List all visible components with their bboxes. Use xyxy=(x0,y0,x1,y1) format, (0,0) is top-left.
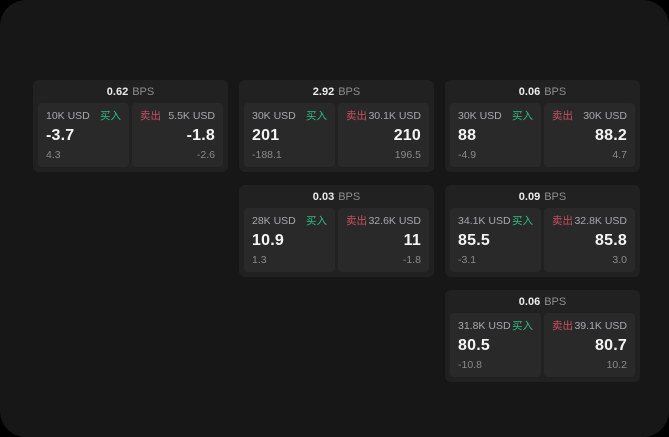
sell-tile[interactable]: 卖出 32.8K USD 85.8 3.0 xyxy=(544,208,635,272)
sell-price: 85.8 xyxy=(595,232,627,249)
sell-amount: 30.1K USD xyxy=(368,110,421,122)
bps-value: 0.03 xyxy=(312,190,335,203)
sell-delta: 4.7 xyxy=(612,149,627,161)
quote-tiles: 34.1K USD 买入 85.5 -3.1 卖出 32.8K USD 85.8… xyxy=(445,208,640,277)
buy-price: 80.5 xyxy=(458,337,490,354)
quote-card[interactable]: 2.92 BPS 30K USD 买入 201 -188.1 卖出 30.1K … xyxy=(239,80,434,172)
sell-price: -1.8 xyxy=(186,127,215,144)
buy-price: 88 xyxy=(458,127,477,144)
quote-card[interactable]: 0.03 BPS 28K USD 买入 10.9 1.3 卖出 32.6K US… xyxy=(239,185,434,277)
buy-amount: 10K USD xyxy=(46,110,90,122)
buy-delta: 4.3 xyxy=(46,149,61,161)
quote-tiles: 30K USD 买入 201 -188.1 卖出 30.1K USD 210 1… xyxy=(239,103,434,172)
quote-tiles: 10K USD 买入 -3.7 4.3 卖出 5.5K USD -1.8 -2.… xyxy=(33,103,228,172)
buy-delta: 1.3 xyxy=(252,254,267,266)
bps-value: 0.62 xyxy=(106,85,129,98)
sell-side-label: 卖出 xyxy=(346,215,367,227)
sell-amount: 39.1K USD xyxy=(574,320,627,332)
bps-unit-label: BPS xyxy=(132,85,155,98)
quote-card-grid: 0.62 BPS 10K USD 买入 -3.7 4.3 卖出 5.5K USD xyxy=(33,80,640,382)
buy-delta: -10.8 xyxy=(458,359,482,371)
sell-delta: 3.0 xyxy=(612,254,627,266)
bps-value: 0.06 xyxy=(518,295,541,308)
sell-price: 11 xyxy=(403,232,421,249)
quote-tiles: 28K USD 买入 10.9 1.3 卖出 32.6K USD 11 -1.8 xyxy=(239,208,434,277)
bps-unit-label: BPS xyxy=(544,85,567,98)
buy-tile[interactable]: 28K USD 买入 10.9 1.3 xyxy=(244,208,335,272)
buy-side-label: 买入 xyxy=(512,110,533,122)
bps-unit-label: BPS xyxy=(338,190,361,203)
sell-tile[interactable]: 卖出 32.6K USD 11 -1.8 xyxy=(338,208,429,272)
bps-header: 0.09 BPS xyxy=(445,185,640,208)
buy-tile[interactable]: 30K USD 买入 201 -188.1 xyxy=(244,103,335,167)
buy-amount: 30K USD xyxy=(458,110,502,122)
buy-amount: 34.1K USD xyxy=(458,215,511,227)
buy-amount: 31.8K USD xyxy=(458,320,511,332)
quote-tiles: 30K USD 买入 88 -4.9 卖出 30K USD 88.2 4.7 xyxy=(445,103,640,172)
bps-unit-label: BPS xyxy=(338,85,361,98)
sell-tile[interactable]: 卖出 30K USD 88.2 4.7 xyxy=(544,103,635,167)
bps-header: 0.03 BPS xyxy=(239,185,434,208)
buy-tile[interactable]: 10K USD 买入 -3.7 4.3 xyxy=(38,103,129,167)
bps-header: 0.62 BPS xyxy=(33,80,228,103)
sell-delta: 196.5 xyxy=(394,149,421,161)
sell-tile[interactable]: 卖出 39.1K USD 80.7 10.2 xyxy=(544,313,635,377)
buy-amount: 28K USD xyxy=(252,215,296,227)
bps-header: 0.06 BPS xyxy=(445,80,640,103)
bps-header: 2.92 BPS xyxy=(239,80,434,103)
bps-header: 0.06 BPS xyxy=(445,290,640,313)
quote-tiles: 31.8K USD 买入 80.5 -10.8 卖出 39.1K USD 80.… xyxy=(445,313,640,382)
sell-amount: 30K USD xyxy=(583,110,627,122)
sell-tile[interactable]: 卖出 5.5K USD -1.8 -2.6 xyxy=(132,103,223,167)
buy-price: 85.5 xyxy=(458,232,490,249)
buy-tile[interactable]: 31.8K USD 买入 80.5 -10.8 xyxy=(450,313,541,377)
buy-amount: 30K USD xyxy=(252,110,296,122)
sell-price: 210 xyxy=(393,127,421,144)
buy-tile[interactable]: 30K USD 买入 88 -4.9 xyxy=(450,103,541,167)
sell-delta: 10.2 xyxy=(606,359,627,371)
bps-unit-label: BPS xyxy=(544,190,567,203)
sell-delta: -1.8 xyxy=(402,254,421,266)
sell-price: 88.2 xyxy=(595,127,627,144)
bps-value: 0.06 xyxy=(518,85,541,98)
buy-delta: -4.9 xyxy=(458,149,477,161)
buy-delta: -3.1 xyxy=(458,254,477,266)
sell-side-label: 卖出 xyxy=(552,320,573,332)
buy-delta: -188.1 xyxy=(252,149,282,161)
sell-side-label: 卖出 xyxy=(552,215,573,227)
buy-side-label: 买入 xyxy=(306,215,327,227)
sell-side-label: 卖出 xyxy=(552,110,573,122)
sell-side-label: 卖出 xyxy=(346,110,367,122)
buy-side-label: 买入 xyxy=(100,110,121,122)
buy-side-label: 买入 xyxy=(512,320,533,332)
sell-delta: -2.6 xyxy=(196,149,215,161)
sell-amount: 5.5K USD xyxy=(168,110,215,122)
buy-price: 10.9 xyxy=(252,232,284,249)
sell-amount: 32.6K USD xyxy=(368,215,421,227)
buy-price: 201 xyxy=(252,127,280,144)
sell-price: 80.7 xyxy=(595,337,627,354)
buy-side-label: 买入 xyxy=(306,110,327,122)
buy-tile[interactable]: 34.1K USD 买入 85.5 -3.1 xyxy=(450,208,541,272)
sell-amount: 32.8K USD xyxy=(574,215,627,227)
quote-card[interactable]: 0.06 BPS 31.8K USD 买入 80.5 -10.8 卖出 39.1… xyxy=(445,290,640,382)
bps-unit-label: BPS xyxy=(544,295,567,308)
sell-side-label: 卖出 xyxy=(140,110,161,122)
buy-side-label: 买入 xyxy=(512,215,533,227)
quote-card[interactable]: 0.09 BPS 34.1K USD 买入 85.5 -3.1 卖出 32.8K… xyxy=(445,185,640,277)
sell-tile[interactable]: 卖出 30.1K USD 210 196.5 xyxy=(338,103,429,167)
buy-price: -3.7 xyxy=(46,127,75,144)
bps-value: 0.09 xyxy=(518,190,541,203)
quote-card[interactable]: 0.06 BPS 30K USD 买入 88 -4.9 卖出 30K USD xyxy=(445,80,640,172)
bps-value: 2.92 xyxy=(312,85,335,98)
quote-card[interactable]: 0.62 BPS 10K USD 买入 -3.7 4.3 卖出 5.5K USD xyxy=(33,80,228,172)
